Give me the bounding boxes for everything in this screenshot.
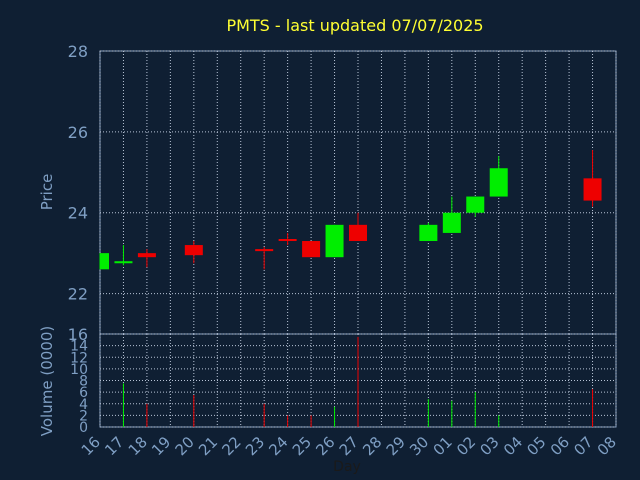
x-tick-label: 29 (383, 433, 409, 459)
volume-y-tick-label: 8 (79, 374, 88, 390)
x-tick-label: 18 (125, 433, 151, 459)
price-y-tick-label: 24 (68, 204, 88, 223)
volume-y-tick-label: 0 (79, 420, 88, 436)
price-panel: 22 24 26 28 16 Price (38, 42, 617, 344)
x-tick-label: 23 (242, 433, 268, 459)
volume-axis-label: Volume (0000) (38, 326, 56, 436)
x-tick-label: 30 (406, 433, 432, 459)
volume-bars (122, 336, 594, 427)
volume-y-tick-label: 12 (70, 350, 88, 366)
price-y-tick-labels: 22 24 26 28 16 (68, 42, 88, 344)
candle-body (302, 241, 321, 258)
x-tick-label: 03 (476, 433, 502, 459)
candle-body (325, 224, 344, 258)
x-tick-label: 22 (218, 433, 244, 459)
x-tick-label: 16 (78, 433, 104, 459)
candle-body (184, 245, 203, 256)
x-tick-label: 25 (289, 433, 315, 459)
candle-body (466, 196, 485, 213)
candle-body (442, 212, 461, 233)
x-tick-label: 07 (570, 433, 596, 459)
candle-body (114, 261, 133, 264)
x-tick-label: 04 (500, 433, 526, 459)
x-tick-label: 02 (453, 433, 479, 459)
volume-y-tick-label: 14 (70, 339, 88, 355)
candle-body (489, 168, 508, 197)
candles (99, 150, 602, 270)
chart-title: PMTS - last updated 07/07/2025 (226, 16, 483, 35)
volume-y-tick-label: 6 (79, 385, 88, 401)
x-tick-label: 19 (148, 433, 174, 459)
x-axis-label: Day (333, 459, 361, 475)
candle-body (583, 178, 602, 201)
x-tick-label: 20 (172, 433, 198, 459)
price-y-tick-label: 22 (68, 285, 88, 304)
x-tick-label: 06 (547, 433, 573, 459)
x-tick-label: 05 (523, 433, 549, 459)
x-tick-label: 01 (430, 433, 456, 459)
candle-body (278, 238, 297, 242)
candle-body (349, 224, 367, 242)
candle-body (137, 253, 156, 258)
price-grid (99, 50, 617, 334)
x-tick-label: 27 (336, 433, 362, 459)
price-axis-label: Price (38, 174, 56, 211)
volume-y-tick-label: 2 (79, 408, 88, 424)
x-tick-label: 21 (195, 433, 221, 459)
candle-body (255, 249, 274, 252)
price-y-tick-label: 28 (68, 42, 88, 61)
price-y-tick-label: 26 (68, 123, 88, 142)
candle-body (419, 224, 438, 242)
x-tick-label: 24 (265, 433, 291, 459)
x-tick-labels: 1617181920212223242526272829300102030405… (78, 433, 620, 459)
volume-y-tick-label: 4 (79, 397, 88, 413)
x-tick-label: 17 (101, 433, 127, 459)
volume-y-tick-label: 10 (70, 362, 88, 378)
x-tick-label: 08 (594, 433, 620, 459)
candle-body (100, 253, 109, 270)
volume-y-tick-label: 16 (68, 325, 88, 344)
x-tick-label: 26 (312, 433, 338, 459)
x-tick-label: 28 (359, 433, 385, 459)
